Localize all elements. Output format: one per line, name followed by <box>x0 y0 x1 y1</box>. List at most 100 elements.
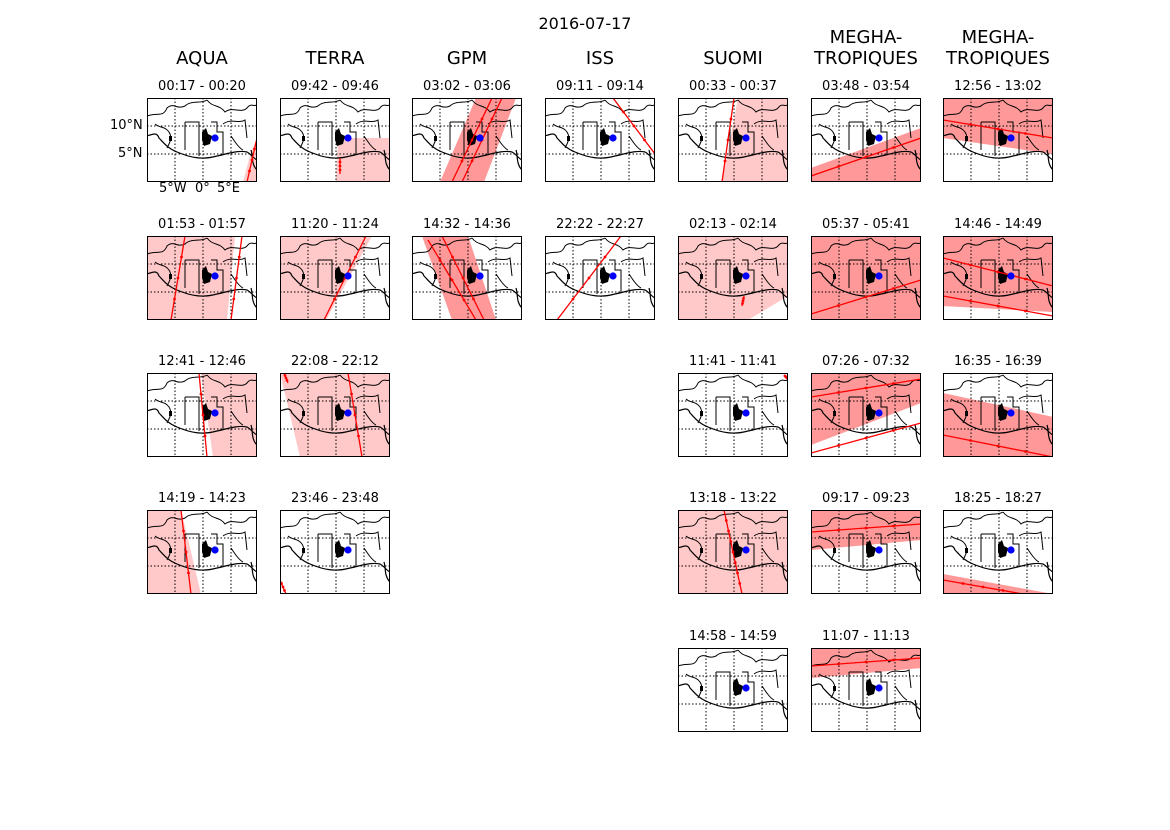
panel-time-label: 11:20 - 11:24 <box>291 217 379 232</box>
coastline <box>678 271 788 299</box>
panel-time-label: 14:32 - 14:36 <box>423 217 511 232</box>
overpass-map-panel <box>147 373 257 457</box>
coastline <box>280 545 390 573</box>
overpass-map-panel <box>811 373 921 457</box>
site-marker <box>1007 409 1015 417</box>
overpass-map-panel <box>678 510 788 594</box>
swath <box>147 510 201 594</box>
site-marker <box>609 134 617 142</box>
panel-time-label: 16:35 - 16:39 <box>954 354 1042 369</box>
column-header: ISS <box>585 48 615 69</box>
coastline <box>147 408 257 436</box>
x-tick-0: 0° <box>195 181 210 196</box>
swath <box>943 574 1053 594</box>
coastline <box>678 408 788 436</box>
panel-time-label: 11:07 - 11:13 <box>822 629 910 644</box>
column-header: GPM <box>446 48 488 69</box>
site-marker <box>211 134 219 142</box>
column-header: MEGHA- TROPIQUES <box>814 27 918 69</box>
panel-time-label: 12:41 - 12:46 <box>158 354 246 369</box>
site-marker <box>1007 272 1015 280</box>
overpass-map-panel <box>943 373 1053 457</box>
overpass-map-panel <box>147 98 257 182</box>
coastline <box>147 133 257 161</box>
overpass-map-panel <box>811 648 921 732</box>
overpass-map-panel <box>412 236 522 320</box>
overpass-map-panel <box>811 236 921 320</box>
overpass-map-panel <box>280 236 390 320</box>
overpass-map-panel <box>943 236 1053 320</box>
y-tick-5n: 5°N <box>118 146 143 161</box>
site-marker <box>211 409 219 417</box>
coastline <box>545 271 655 299</box>
coastline <box>811 545 921 573</box>
site-marker <box>875 272 883 280</box>
column-header: SUOMI <box>703 48 763 69</box>
swath <box>280 236 372 320</box>
overpass-map-panel <box>678 98 788 182</box>
panel-time-label: 22:08 - 22:12 <box>291 354 379 369</box>
site-marker <box>211 546 219 554</box>
site-marker <box>742 134 750 142</box>
figure-title: 2016-07-17 <box>538 14 632 33</box>
site-marker <box>742 409 750 417</box>
coastline <box>412 133 522 161</box>
coastline <box>943 545 1053 573</box>
coastline <box>943 408 1053 436</box>
swath <box>147 236 235 320</box>
panel-time-label: 07:26 - 07:32 <box>822 354 910 369</box>
panel-time-label: 12:56 - 13:02 <box>954 79 1042 94</box>
panel-time-label: 00:17 - 00:20 <box>158 79 246 94</box>
site-marker <box>344 546 352 554</box>
coastline <box>811 683 921 711</box>
panel-time-label: 11:41 - 11:41 <box>689 354 777 369</box>
site-marker <box>211 272 219 280</box>
coastline <box>280 133 390 161</box>
panel-time-label: 14:46 - 14:49 <box>954 217 1042 232</box>
overpass-map-panel <box>147 236 257 320</box>
swath <box>336 138 390 182</box>
site-marker <box>875 134 883 142</box>
overpass-map-panel <box>545 98 655 182</box>
site-marker <box>742 684 750 692</box>
site-marker <box>875 684 883 692</box>
column-header: AQUA <box>176 48 228 69</box>
coastline <box>811 133 921 161</box>
panel-time-label: 18:25 - 18:27 <box>954 491 1042 506</box>
overpass-map-panel <box>943 510 1053 594</box>
coastline <box>280 408 390 436</box>
overpass-map-panel <box>811 98 921 182</box>
overpass-map-panel <box>147 510 257 594</box>
panel-time-label: 05:37 - 05:41 <box>822 217 910 232</box>
panel-time-label: 01:53 - 01:57 <box>158 217 246 232</box>
x-tick-5e: 5°E <box>217 181 240 196</box>
swath <box>722 98 788 182</box>
panel-time-label: 02:13 - 02:14 <box>689 217 777 232</box>
overpass-map-panel <box>678 373 788 457</box>
panel-time-label: 03:48 - 03:54 <box>822 79 910 94</box>
site-marker <box>344 272 352 280</box>
site-marker <box>476 272 484 280</box>
coastline <box>943 133 1053 161</box>
site-marker <box>875 409 883 417</box>
panel-time-label: 09:42 - 09:46 <box>291 79 379 94</box>
swath <box>201 373 257 457</box>
site-marker <box>742 546 750 554</box>
panel-time-label: 14:58 - 14:59 <box>689 629 777 644</box>
site-marker <box>476 134 484 142</box>
panel-time-label: 03:02 - 03:06 <box>423 79 511 94</box>
coastline <box>811 271 921 299</box>
coastline <box>147 545 257 573</box>
overpass-map-panel <box>280 373 390 457</box>
site-marker <box>742 272 750 280</box>
y-tick-10n: 10°N <box>110 118 143 133</box>
panel-time-label: 09:11 - 09:14 <box>556 79 644 94</box>
coastline <box>943 271 1053 299</box>
coastline <box>678 683 788 711</box>
overpass-map-panel <box>811 510 921 594</box>
panel-time-label: 00:33 - 00:37 <box>689 79 777 94</box>
column-header: MEGHA- TROPIQUES <box>946 27 1050 69</box>
overpass-map-panel <box>280 98 390 182</box>
site-marker <box>609 272 617 280</box>
overpass-map-panel <box>678 648 788 732</box>
